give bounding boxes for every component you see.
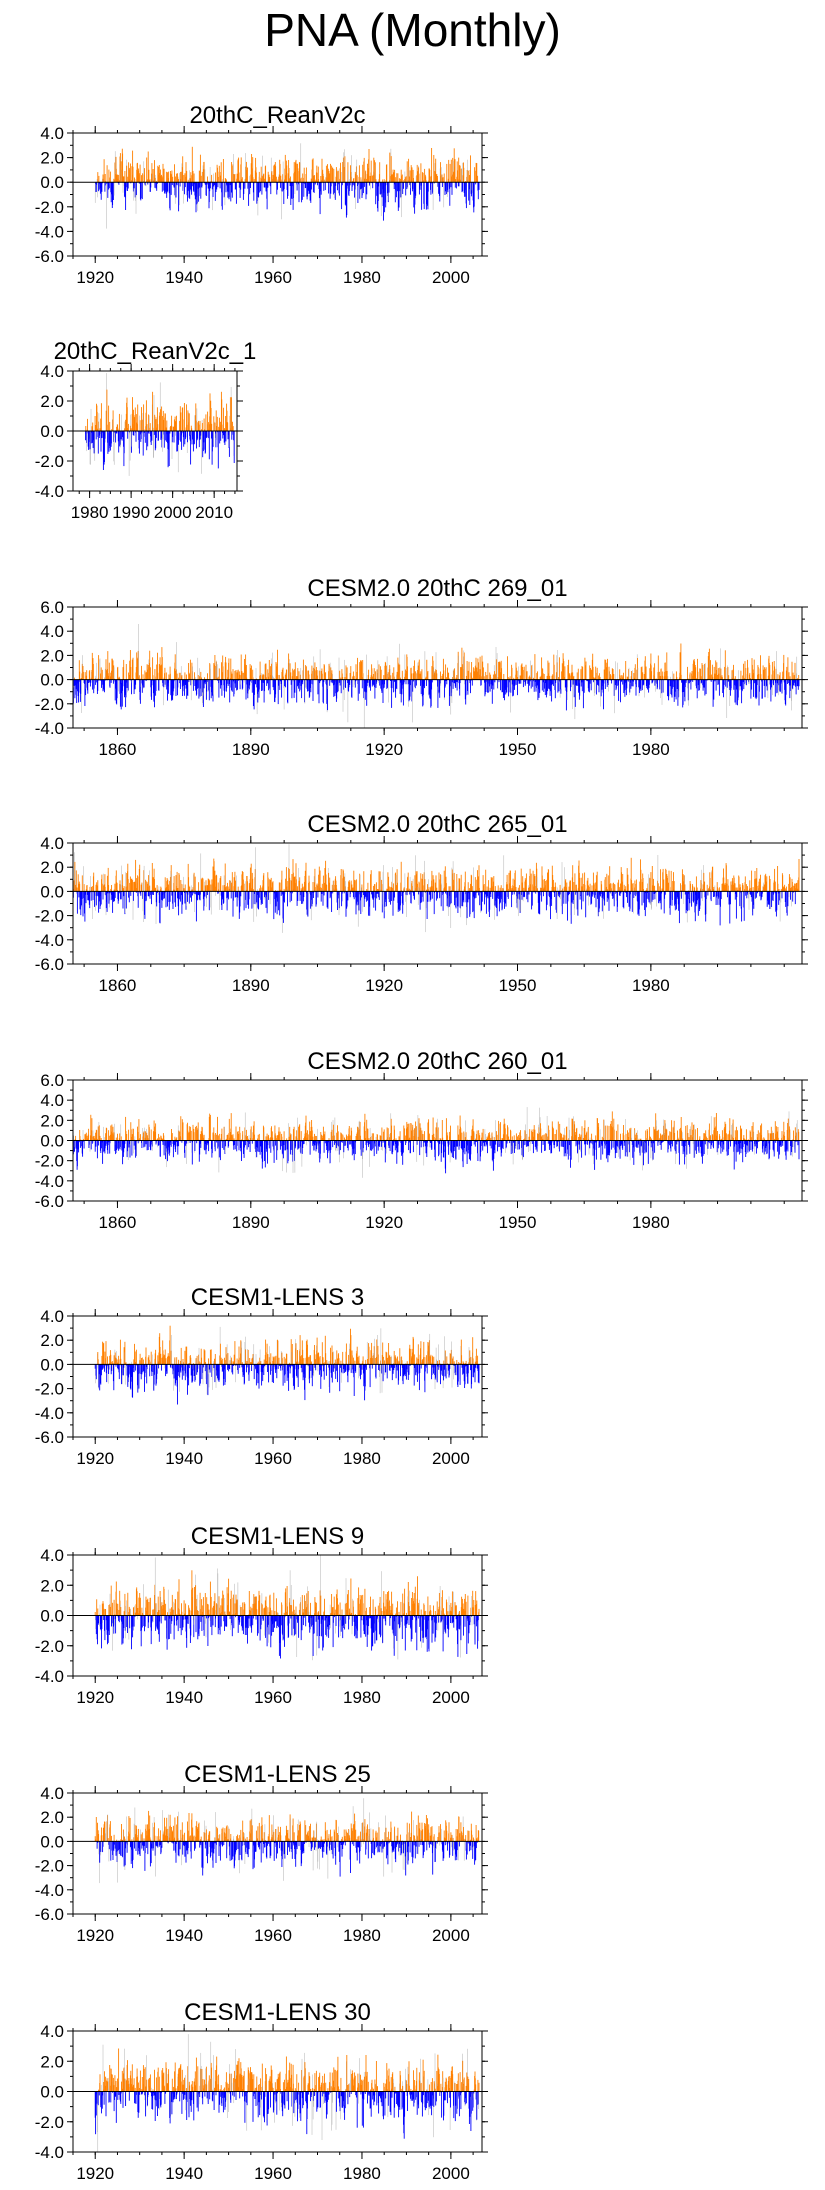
x-tick-label: 1890 <box>232 740 270 759</box>
y-tick-label: -4.0 <box>35 222 64 241</box>
plot-frame <box>72 132 483 257</box>
x-tick-label: 2000 <box>154 503 192 522</box>
chart-title: CESM2.0 20thC 269_01 <box>307 575 567 602</box>
page-title: PNA (Monthly) <box>264 4 561 56</box>
x-tick-label: 1920 <box>76 268 114 287</box>
y-tick-label: 2.0 <box>40 392 64 411</box>
x-tick-label: 1960 <box>254 268 292 287</box>
chart-title: 20thC_ReanV2c <box>189 102 365 129</box>
y-tick-label: 0.0 <box>40 671 64 690</box>
y-tick-label: 4.0 <box>40 622 64 641</box>
y-tick-label: 2.0 <box>40 646 64 665</box>
bar-series <box>94 143 480 229</box>
y-tick-label: 2.0 <box>40 149 64 168</box>
y-tick-label: 4.0 <box>40 124 64 143</box>
y-tick-label: -4.0 <box>35 482 64 501</box>
y-tick-label: 0.0 <box>40 173 64 192</box>
x-tick-label: 1990 <box>112 503 150 522</box>
x-tick-label: 1980 <box>343 268 381 287</box>
y-tick-label: 4.0 <box>40 362 64 381</box>
y-tick-label: -6.0 <box>35 247 64 266</box>
y-tick-label: -4.0 <box>35 719 64 738</box>
chart-panel: 20thC_ReanV2c_14.0 2.0 0.0 -2.0 -4.0 1980 1990… <box>35 338 257 522</box>
bar-series <box>85 373 235 476</box>
chart-title: 20thC_ReanV2c_1 <box>54 338 257 365</box>
chart-panel: CESM2.0 20thC 269_01 6.0 4.0 2.0 0.0 -2.0 -4.0… <box>35 575 808 759</box>
x-tick-label: 1860 <box>99 740 137 759</box>
bar-series <box>72 624 800 728</box>
x-tick-label: 2010 <box>195 503 233 522</box>
chart-panel: CESM2.0 20thC 265_014.02.00.0-2.0-4.0-6.… <box>35 811 808 995</box>
bar-series <box>72 844 800 933</box>
y-tick-label: -2.0 <box>35 198 64 217</box>
y-tick-label: 0.0 <box>40 422 64 441</box>
x-tick-label: 1980 <box>632 740 670 759</box>
y-tick-label: -2.0 <box>35 452 64 471</box>
x-tick-label: 1920 <box>365 740 403 759</box>
x-tick-label: 1980 <box>71 503 109 522</box>
chart-title: CESM2.0 20thC 265_01 <box>307 811 567 838</box>
x-tick-label: 1940 <box>165 268 203 287</box>
y-tick-label: 6.0 <box>40 598 64 617</box>
y-tick-label: -2.0 <box>35 695 64 714</box>
chart-panel: 20thC_ReanV2c 4.0 2.0 0.0 -2.0 -4.0 -6.0 1920 19… <box>35 102 488 287</box>
x-tick-label: 1950 <box>499 740 537 759</box>
x-tick-label: 2000 <box>432 268 470 287</box>
